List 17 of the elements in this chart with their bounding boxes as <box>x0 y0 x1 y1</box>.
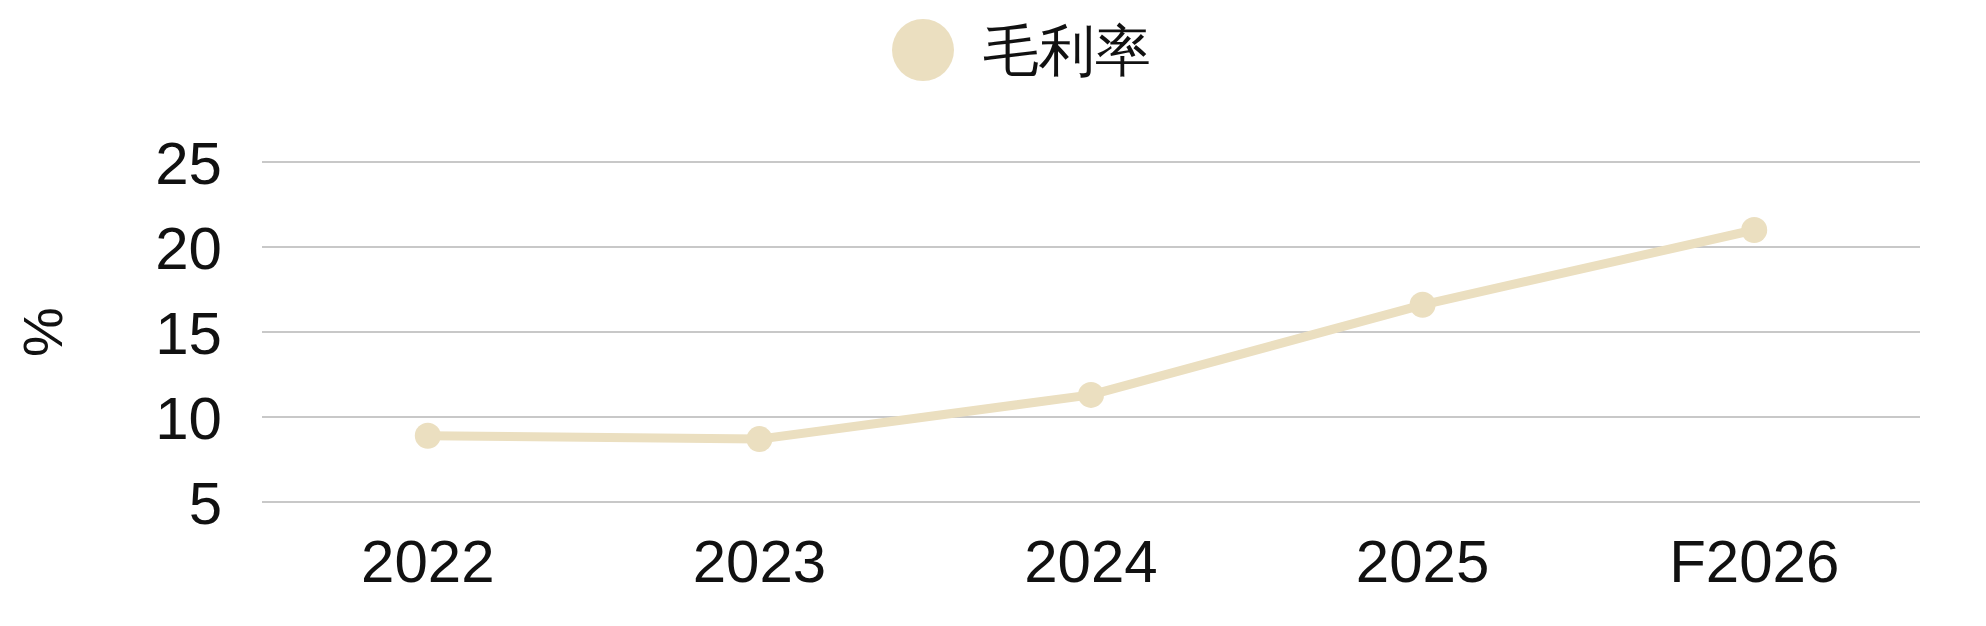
point <box>746 426 773 453</box>
legend-label: 毛利率 <box>983 19 1151 82</box>
y-tick-label: 20 <box>155 215 222 282</box>
point <box>1741 217 1768 243</box>
y-tick-label: 25 <box>155 130 222 197</box>
x-tick-label: 2023 <box>692 528 827 595</box>
x-tick-label: 2024 <box>1024 528 1158 595</box>
y-tick-label: 10 <box>155 385 222 452</box>
y-tick-label: 15 <box>155 300 222 367</box>
x-tick-label: F2026 <box>1669 528 1840 595</box>
x-tick-label: 2025 <box>1355 528 1490 595</box>
point <box>1078 381 1104 408</box>
x-tick-label: 2022 <box>361 528 495 595</box>
point <box>1409 291 1436 318</box>
y-tick-label: 5 <box>188 470 222 537</box>
point <box>414 422 441 449</box>
y-axis-title: % <box>11 307 74 357</box>
